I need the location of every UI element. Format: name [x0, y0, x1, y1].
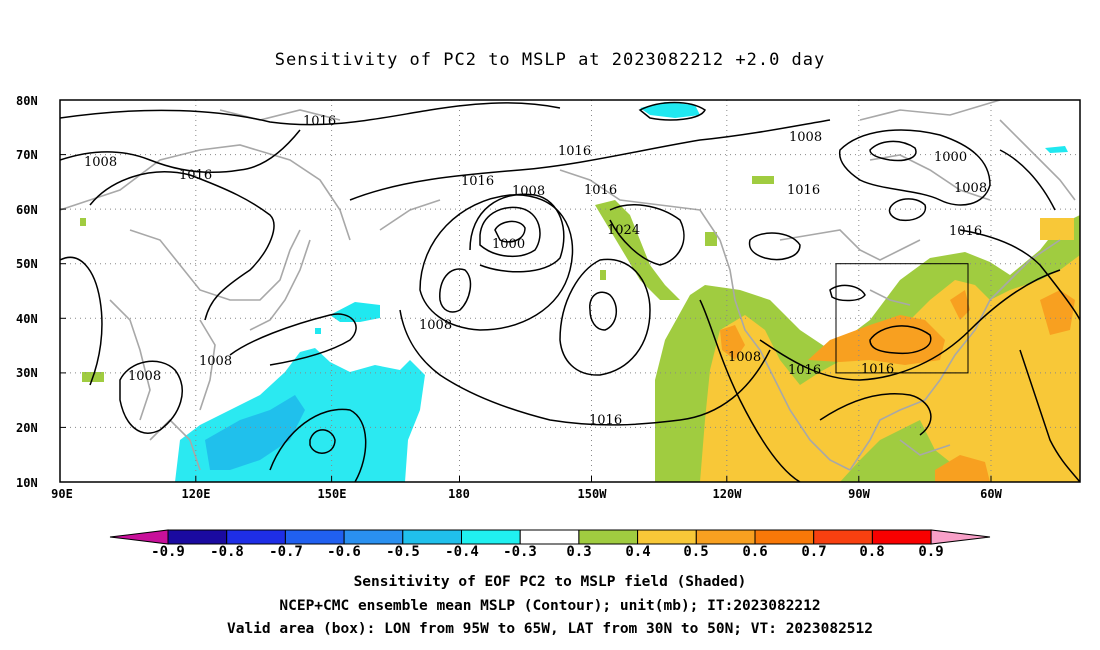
colorbar-swatch [167, 529, 228, 545]
colorbar-label: 0.4 [625, 544, 651, 560]
contour-label: 1016 [303, 114, 336, 129]
positive-shading-green [595, 200, 680, 300]
contour-label: 1016 [558, 144, 591, 159]
lat-label: 50N [16, 257, 38, 271]
contour-label: 1016 [584, 183, 617, 198]
contour-label: 1008 [84, 155, 117, 170]
coastlines [60, 100, 1076, 471]
contour-label: 1008 [419, 318, 452, 333]
colorbar-swatch [461, 529, 521, 545]
colorbar-swatch [402, 529, 462, 545]
positive-speck [315, 328, 321, 334]
positive-shading-orange [935, 455, 990, 482]
contour-label-group: 1016 1008 1016 1016 1016 1016 1008 1000 … [84, 114, 987, 428]
colorbar-label: -0.8 [210, 544, 244, 560]
colorbar-label: 0.7 [801, 544, 827, 560]
lon-label: 180 [448, 487, 470, 501]
lat-label: 60N [16, 203, 38, 217]
contour-label: 1016 [179, 168, 212, 183]
positive-speck [1040, 218, 1074, 240]
positive-shading-orange [720, 325, 745, 360]
positive-speck [600, 270, 606, 280]
map-title: Sensitivity of PC2 to MSLP at 2023082212… [274, 50, 826, 70]
colorbar-label: 0.9 [918, 544, 944, 560]
colorbar-label: -0.9 [151, 544, 185, 560]
positive-speck [80, 218, 86, 226]
contour-label: 1016 [949, 224, 982, 239]
latitude-labels: 80N 70N 60N 50N 40N 30N 20N 10N [16, 94, 38, 490]
lon-label: 150E [318, 487, 347, 501]
lat-label: 10N [16, 476, 38, 490]
contour-label: 1024 [607, 223, 640, 238]
negative-shading [640, 102, 700, 118]
colorbar-label: 0.8 [859, 544, 885, 560]
positive-shading-orange [950, 290, 970, 320]
contour-label: 1008 [728, 350, 761, 365]
lon-label: 120E [182, 487, 211, 501]
negative-shading [1045, 146, 1068, 153]
contour-label: 1016 [788, 363, 821, 378]
colorbar-swatch [226, 529, 286, 545]
colorbar-label: -0.7 [269, 544, 303, 560]
contour-label: 1008 [789, 130, 822, 145]
lat-label: 20N [16, 421, 38, 435]
colorbar-swatch [578, 529, 639, 545]
contour-label: 1000 [492, 237, 525, 252]
positive-speck [752, 176, 774, 184]
contour-label: 1008 [128, 369, 161, 384]
lon-label: 60W [980, 487, 1002, 501]
negative-shading [330, 302, 380, 322]
colorbar-swatch [519, 529, 580, 545]
lon-label: 90W [848, 487, 870, 501]
contour-label: 1000 [934, 150, 967, 165]
longitude-labels: 90E 120E 150E 180 150W 120W 90W 60W [51, 487, 1002, 501]
lat-label: 40N [16, 312, 38, 326]
colorbar-label: 0.5 [683, 544, 709, 560]
contour-label: 1016 [787, 183, 820, 198]
colorbar-label: -0.3 [503, 544, 537, 560]
caption-line-3: Valid area (box): LON from 95W to 65W, L… [226, 621, 873, 637]
colorbar-label: 0.6 [742, 544, 768, 560]
lat-label: 30N [16, 366, 38, 380]
colorbar [109, 529, 991, 545]
contour-label: 1008 [954, 181, 987, 196]
caption-line-1: Sensitivity of EOF PC2 to MSLP field (Sh… [353, 574, 747, 590]
lon-label: 150W [578, 487, 608, 501]
contour-label: 1008 [199, 354, 232, 369]
colorbar-swatch [754, 529, 815, 545]
contour-label: 1016 [861, 362, 894, 377]
contour-label: 1016 [589, 413, 622, 428]
colorbar-label: -0.6 [327, 544, 361, 560]
lat-label: 80N [16, 94, 38, 108]
negative-shading-dark [205, 395, 305, 470]
shading-layer [80, 102, 1080, 482]
colorbar-swatch [637, 529, 697, 545]
colorbar-swatch [695, 529, 756, 545]
colorbar-label: 0.3 [566, 544, 592, 560]
positive-speck [705, 232, 717, 246]
colorbar-arrow-high [930, 529, 991, 545]
plot-frame [59, 99, 1081, 483]
positive-shading-orange [1040, 290, 1075, 335]
lon-label: 90E [51, 487, 73, 501]
contour-label: 1008 [512, 184, 545, 199]
colorbar-swatch [343, 529, 404, 545]
colorbar-label: -0.5 [386, 544, 420, 560]
colorbar-swatch [813, 529, 873, 545]
tick-marks [60, 99, 992, 483]
colorbar-swatch [284, 529, 345, 545]
colorbar-label: -0.4 [445, 544, 479, 560]
mslp-contours [60, 101, 1080, 482]
colorbar-arrow-low [109, 529, 169, 545]
lat-label: 70N [16, 148, 38, 162]
lon-label: 120W [713, 487, 743, 501]
contour-label: 1016 [461, 174, 494, 189]
caption-line-2: NCEP+CMC ensemble mean MSLP (Contour); u… [279, 598, 821, 614]
valid-area-box [835, 263, 969, 374]
colorbar-swatch [871, 529, 932, 545]
